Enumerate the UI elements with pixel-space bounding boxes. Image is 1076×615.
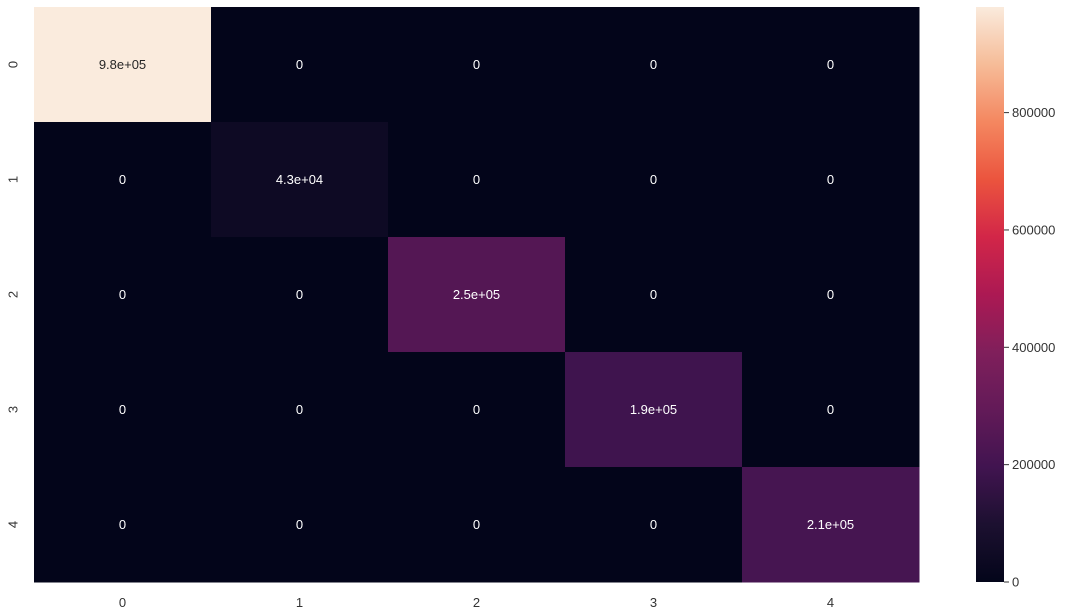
heatmap-cell-label-4-4: 2.1e+05: [807, 517, 854, 532]
heatmap-cell-4-0: [34, 467, 212, 583]
heatmap-cell-label-1-2: 0: [473, 172, 480, 187]
heatmap-cell-label-4-3: 0: [650, 517, 657, 532]
y-tick-label-1: 1: [5, 176, 20, 183]
heatmap-cell-2-0: [34, 237, 212, 353]
x-tick-label-1: 1: [296, 595, 303, 610]
colorbar-tick-label-4: 800000: [1012, 105, 1055, 120]
heatmap-cell-1-3: [565, 122, 743, 238]
heatmap-cell-label-3-1: 0: [296, 402, 303, 417]
heatmap-cell-0-4: [742, 7, 920, 123]
heatmap-cell-3-2: [388, 352, 566, 468]
colorbar-tick-label-0: 0: [1012, 575, 1019, 590]
heatmap-cell-label-1-0: 0: [119, 172, 126, 187]
heatmap-cell-label-0-1: 0: [296, 57, 303, 72]
heatmap-cell-label-0-2: 0: [473, 57, 480, 72]
heatmap-cell-0-1: [211, 7, 389, 123]
heatmap-cell-2-2: [388, 237, 566, 353]
heatmap-cell-label-3-2: 0: [473, 402, 480, 417]
heatmap-cell-label-1-3: 0: [650, 172, 657, 187]
heatmap-cell-label-4-0: 0: [119, 517, 126, 532]
heatmap-cell-4-2: [388, 467, 566, 583]
heatmap-cell-2-3: [565, 237, 743, 353]
heatmap-cell-0-0: [34, 7, 212, 123]
heatmap-cell-label-2-4: 0: [827, 287, 834, 302]
heatmap-cell-label-4-2: 0: [473, 517, 480, 532]
colorbar-tick-label-2: 400000: [1012, 340, 1055, 355]
heatmap-cell-label-4-1: 0: [296, 517, 303, 532]
heatmap-cell-3-0: [34, 352, 212, 468]
heatmap-cell-label-2-1: 0: [296, 287, 303, 302]
heatmap-cell-label-3-4: 0: [827, 402, 834, 417]
heatmap-cell-label-3-3: 1.9e+05: [630, 402, 677, 417]
heatmap-cell-2-1: [211, 237, 389, 353]
heatmap-cell-label-3-0: 0: [119, 402, 126, 417]
heatmap-cell-1-2: [388, 122, 566, 238]
x-tick-label-0: 0: [119, 595, 126, 610]
heatmap-cell-label-1-4: 0: [827, 172, 834, 187]
y-tick-label-0: 0: [5, 61, 20, 68]
x-tick-label-3: 3: [650, 595, 657, 610]
colorbar-tick-label-3: 600000: [1012, 222, 1055, 237]
heatmap-annotations: 9.8e+05 0 0 0 0 0 4.3e+04 0 0 0 0 0 2.5e+05 0 0 0 0 0 1.9e…: [99, 57, 854, 532]
heatmap-cell-4-4: [742, 467, 920, 583]
heatmap-cell-4-1: [211, 467, 389, 583]
x-tick-label-4: 4: [827, 595, 834, 610]
y-tick-label-4: 4: [5, 521, 20, 528]
heatmap-cell-label-0-0: 9.8e+05: [99, 57, 146, 72]
heatmap-cell-label-2-0: 0: [119, 287, 126, 302]
heatmap-cell-2-4: [742, 237, 920, 353]
heatmap-cell-3-1: [211, 352, 389, 468]
heatmap-cell-4-3: [565, 467, 743, 583]
heatmap-cell-1-1: [211, 122, 389, 238]
heatmap-cell-0-3: [565, 7, 743, 123]
x-axis-ticks: 0 1 2 3 4: [119, 595, 834, 610]
heatmap-cell-0-2: [388, 7, 566, 123]
heatmap-cell-label-2-3: 0: [650, 287, 657, 302]
heatmap-cell-label-0-4: 0: [827, 57, 834, 72]
heatmap-cell-3-4: [742, 352, 920, 468]
heatmap-cells: [34, 7, 920, 583]
y-tick-label-2: 2: [5, 291, 20, 298]
heatmap-cell-1-0: [34, 122, 212, 238]
colorbar: 0 200000 400000 600000 800000: [976, 7, 1055, 590]
heatmap-cell-label-2-2: 2.5e+05: [453, 287, 500, 302]
heatmap-cell-3-3: [565, 352, 743, 468]
y-axis-ticks: 0 1 2 3 4: [5, 61, 20, 528]
heatmap-cell-label-1-1: 4.3e+04: [276, 172, 323, 187]
x-tick-label-2: 2: [473, 595, 480, 610]
colorbar-gradient: [976, 7, 1004, 582]
y-tick-label-3: 3: [5, 406, 20, 413]
colorbar-tick-label-1: 200000: [1012, 457, 1055, 472]
heatmap-cell-1-4: [742, 122, 920, 238]
heatmap-cell-label-0-3: 0: [650, 57, 657, 72]
